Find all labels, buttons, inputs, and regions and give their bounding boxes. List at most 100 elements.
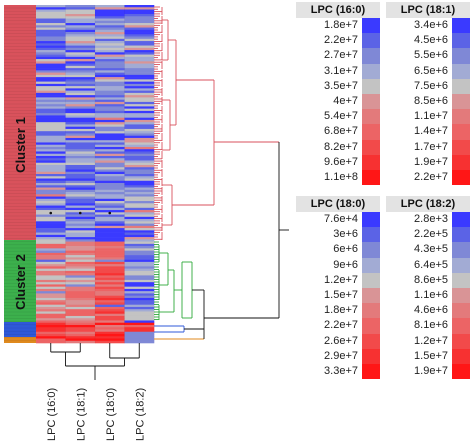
heatmap-cell [36, 205, 66, 209]
heatmap-cell [124, 288, 155, 292]
heatmap-cell [36, 43, 66, 46]
heatmap-cell [65, 230, 96, 233]
heatmap-cell [95, 291, 125, 294]
legend-swatch [362, 227, 380, 243]
legend-value: 8.2e+7 [324, 140, 358, 153]
heatmap-cell [65, 178, 96, 182]
legend-row: 3e+6 [296, 227, 380, 243]
heatmap-cell [36, 83, 66, 87]
heatmap-cell [65, 50, 96, 53]
heatmap-cell [36, 255, 66, 258]
legend-value: 4.3e+5 [414, 243, 448, 256]
heatmap-cell [124, 90, 155, 94]
heatmap-cell [36, 252, 66, 256]
heatmap-cell [124, 149, 155, 152]
heatmap-cell [124, 61, 155, 64]
heatmap-cell [95, 311, 125, 315]
heatmap-cell [95, 50, 125, 53]
heatmap-cell [65, 282, 96, 285]
heatmap-cell [124, 338, 155, 342]
heatmap-cell [124, 300, 155, 303]
heatmap-cell [124, 336, 155, 339]
legend-row: 2.2e+7 [386, 169, 470, 186]
legend-swatch [362, 78, 380, 94]
legend-swatch [362, 303, 380, 319]
heatmap-cell [65, 90, 96, 94]
heatmap-cell [95, 304, 125, 308]
heatmap-cell [65, 16, 96, 19]
heatmap-cell [36, 311, 66, 315]
heatmap-cell [124, 18, 155, 22]
heatmap-cell [65, 232, 96, 236]
heatmap-cell [65, 56, 96, 60]
heatmap-cell [124, 65, 155, 69]
heatmap-cell [124, 196, 155, 200]
heatmap-cell [95, 146, 125, 150]
legend-row: 7.5e+6 [386, 78, 470, 94]
heatmap-cell [36, 126, 66, 130]
heatmap-cell [65, 20, 96, 24]
heatmap-cell [95, 34, 125, 37]
legend-swatch [452, 124, 470, 140]
heatmap-cell [95, 59, 125, 62]
legend-value: 2.8e+3 [414, 213, 448, 225]
heatmap-cell [124, 101, 155, 105]
heatmap-cell [65, 18, 96, 22]
heatmap-cell [124, 207, 155, 211]
legend-row: 1.1e+8 [296, 169, 380, 186]
heatmap-cell [124, 86, 155, 89]
heatmap-cell [65, 304, 96, 308]
legend-value: 1.8e+7 [324, 19, 358, 31]
heatmap-cell [95, 119, 125, 123]
heatmap-cell [36, 16, 66, 19]
heatmap-cell [65, 113, 96, 116]
heatmap-cell [124, 318, 155, 321]
legend-rows: 3.4e+6 4.5e+6 5.5e+6 6.5e+6 7.5e+6 8.5e+6 1.1e… [386, 18, 470, 186]
heatmap-cell [95, 110, 125, 114]
heatmap-cell [95, 225, 125, 229]
legend-swatch [362, 124, 380, 140]
legend-swatch [452, 318, 470, 334]
heatmap-cell [95, 277, 125, 281]
heatmap-cell [95, 185, 125, 188]
heatmap-cell [124, 126, 155, 130]
heatmap-cell [95, 273, 125, 276]
heatmap-cell [36, 77, 66, 80]
heatmap-cell [95, 72, 125, 76]
heatmap-cell [124, 268, 155, 272]
heatmap-cell [95, 198, 125, 202]
legend-rows: 1.8e+7 2.2e+7 2.7e+7 3.1e+7 3.5e+7 4e+7 5.4e+7… [296, 18, 380, 186]
heatmap-cell [65, 180, 96, 184]
heatmap-cell [65, 34, 96, 37]
heatmap-cell [95, 133, 125, 136]
legend-value: 3.4e+6 [414, 19, 448, 31]
legend-row: 2.9e+7 [296, 348, 380, 364]
heatmap-cell [65, 333, 96, 337]
column-label: LPC (16:0) [46, 388, 58, 441]
heatmap-cell [36, 11, 66, 15]
heatmap-cell [36, 20, 66, 24]
heatmap-cell [36, 135, 66, 139]
heatmap-cell [95, 266, 125, 269]
legend-row: 5.5e+6 [386, 48, 470, 64]
heatmap-cell [65, 318, 96, 321]
heatmap-cell [124, 174, 155, 177]
heatmap-cell [36, 327, 66, 330]
heatmap-cell [36, 259, 66, 263]
heatmap-cell [65, 183, 96, 186]
heatmap-cell [65, 273, 96, 276]
heatmap-cell [95, 313, 125, 317]
heatmap-cell [124, 232, 155, 236]
heatmap-cell [65, 146, 96, 150]
heatmap-cell [95, 203, 125, 206]
legend-value: 2.7e+7 [324, 49, 358, 62]
heatmap-cell [36, 25, 66, 28]
heatmap-cell [65, 38, 96, 42]
heatmap-cell [36, 47, 66, 51]
heatmap-cell [36, 273, 66, 276]
row-dendrogram [154, 6, 289, 340]
legend-row: 9e+6 [296, 257, 380, 273]
heatmap-cell [124, 34, 155, 37]
heatmap-cell [95, 56, 125, 60]
heatmap-cell [36, 286, 66, 290]
